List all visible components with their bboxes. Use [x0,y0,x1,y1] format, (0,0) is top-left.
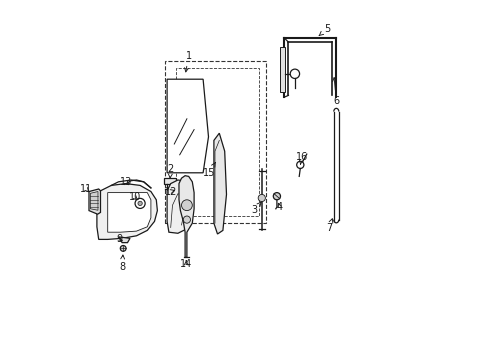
Text: 6: 6 [332,77,339,106]
Text: 11: 11 [80,184,92,194]
Text: 1: 1 [184,51,191,72]
Polygon shape [279,47,284,92]
Polygon shape [167,79,208,173]
Circle shape [289,69,299,78]
Polygon shape [107,193,151,232]
Circle shape [296,161,303,168]
Polygon shape [89,189,101,214]
Polygon shape [179,176,194,257]
Text: 10: 10 [128,192,141,202]
Polygon shape [163,178,176,184]
Circle shape [138,201,142,206]
Text: 13: 13 [120,177,132,187]
Circle shape [258,194,265,202]
Circle shape [273,193,280,200]
Polygon shape [118,237,130,243]
Polygon shape [213,133,226,234]
Text: 7: 7 [325,219,332,233]
Text: 2: 2 [167,164,173,178]
Polygon shape [97,184,157,239]
Circle shape [181,200,192,211]
Text: 9: 9 [116,234,122,244]
Text: 3: 3 [251,202,261,215]
Circle shape [183,216,190,223]
Text: 8: 8 [119,255,125,272]
Text: 5: 5 [319,24,330,36]
Text: 16: 16 [295,152,307,165]
Polygon shape [90,192,98,210]
Circle shape [135,198,145,208]
Text: 14: 14 [180,258,192,269]
Text: 4: 4 [276,202,282,212]
Polygon shape [167,180,188,233]
Text: 15: 15 [203,162,215,178]
Circle shape [120,246,126,251]
Text: 12: 12 [164,186,177,197]
